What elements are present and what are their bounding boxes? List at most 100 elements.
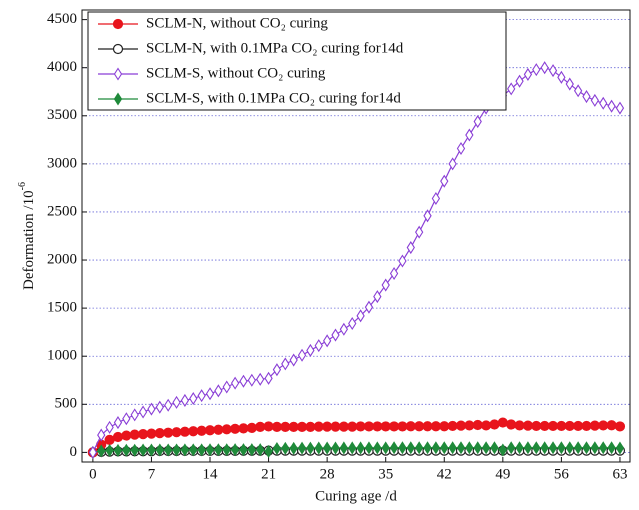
data-point [188, 426, 199, 437]
data-point [105, 443, 114, 457]
data-point [112, 431, 124, 443]
data-point [565, 77, 574, 91]
data-point [331, 328, 340, 342]
data-point [506, 419, 517, 430]
data-point [322, 441, 332, 455]
legend-label: SCLM-S, with 0.1MPa CO₂ curing for14d [146, 90, 401, 106]
data-point [196, 425, 207, 436]
y-axis-title: Deformation /10-6 [17, 182, 37, 290]
data-point [189, 392, 198, 406]
data-point [154, 428, 165, 439]
legend-marker [113, 67, 123, 81]
data-point [614, 421, 626, 432]
data-point [146, 428, 157, 439]
data-point [465, 441, 474, 455]
data-point [129, 429, 140, 440]
data-point [121, 430, 132, 441]
data-point [230, 423, 241, 434]
data-point [230, 443, 240, 457]
data-point [548, 441, 558, 455]
data-point [456, 441, 466, 455]
data-point [155, 400, 164, 414]
data-point [515, 74, 524, 88]
data-point [598, 420, 609, 431]
y-tick-label: 2000 [47, 251, 77, 267]
x-tick-label: 49 [495, 466, 510, 482]
x-tick-label: 28 [320, 466, 335, 482]
data-point [230, 376, 240, 390]
data-point [339, 441, 349, 455]
y-tick-label: 3500 [47, 107, 77, 123]
data-point [472, 419, 483, 431]
x-tick-label: 0 [89, 466, 97, 482]
data-point [130, 408, 139, 422]
data-point [313, 421, 324, 432]
data-point [288, 421, 299, 432]
data-point [380, 421, 391, 432]
legend-label: SCLM-S, without CO₂ curing [146, 65, 326, 81]
data-point [297, 348, 307, 362]
data-point [272, 442, 282, 456]
data-point [164, 398, 173, 412]
y-tick-label: 4500 [47, 11, 77, 27]
data-point [331, 441, 340, 455]
x-tick-label: 14 [203, 466, 219, 482]
data-point [179, 426, 191, 437]
data-point [590, 441, 600, 455]
data-point [264, 444, 273, 458]
data-point [381, 441, 390, 455]
data-point [222, 380, 231, 394]
x-tick-label: 21 [261, 466, 276, 482]
data-point [573, 84, 583, 98]
data-point [348, 316, 357, 331]
data-point [615, 441, 625, 455]
data-point [589, 420, 600, 431]
legend-marker [112, 18, 124, 30]
data-point [531, 420, 542, 432]
data-point [490, 441, 499, 455]
data-point [539, 420, 550, 432]
x-tick-label: 63 [612, 466, 627, 482]
data-point [590, 93, 600, 107]
data-point [247, 443, 256, 457]
data-point [423, 441, 432, 455]
data-point [414, 421, 425, 432]
data-point [540, 441, 549, 455]
data-point [314, 441, 323, 455]
x-tick-label: 56 [554, 466, 570, 482]
data-point [222, 443, 231, 457]
data-point [547, 420, 559, 432]
data-point [606, 420, 617, 431]
data-point [247, 373, 256, 387]
data-point [497, 417, 508, 428]
plot-frame [81, 9, 631, 463]
data-point [557, 441, 566, 455]
y-tick-label: 3000 [47, 155, 77, 171]
data-point [557, 70, 566, 84]
data-point [430, 421, 441, 432]
data-point [564, 420, 575, 432]
data-point [113, 416, 123, 430]
x-tick-label: 42 [437, 466, 452, 482]
data-point [448, 441, 457, 455]
data-point [465, 128, 474, 142]
data-point [372, 421, 383, 432]
data-point [423, 209, 432, 223]
data-point [540, 61, 549, 75]
data-point [221, 424, 232, 435]
data-point [272, 363, 282, 377]
data-point [214, 443, 223, 457]
data-point [204, 425, 216, 436]
data-point [322, 421, 333, 432]
y-tick-label: 0 [70, 444, 78, 460]
data-point [440, 441, 449, 455]
data-point [197, 389, 206, 403]
data-point [122, 412, 131, 426]
data-point [389, 266, 399, 281]
data-point [97, 444, 106, 458]
data-point [389, 441, 399, 455]
data-point [246, 422, 257, 433]
data-point [180, 393, 190, 407]
data-point [455, 420, 467, 431]
